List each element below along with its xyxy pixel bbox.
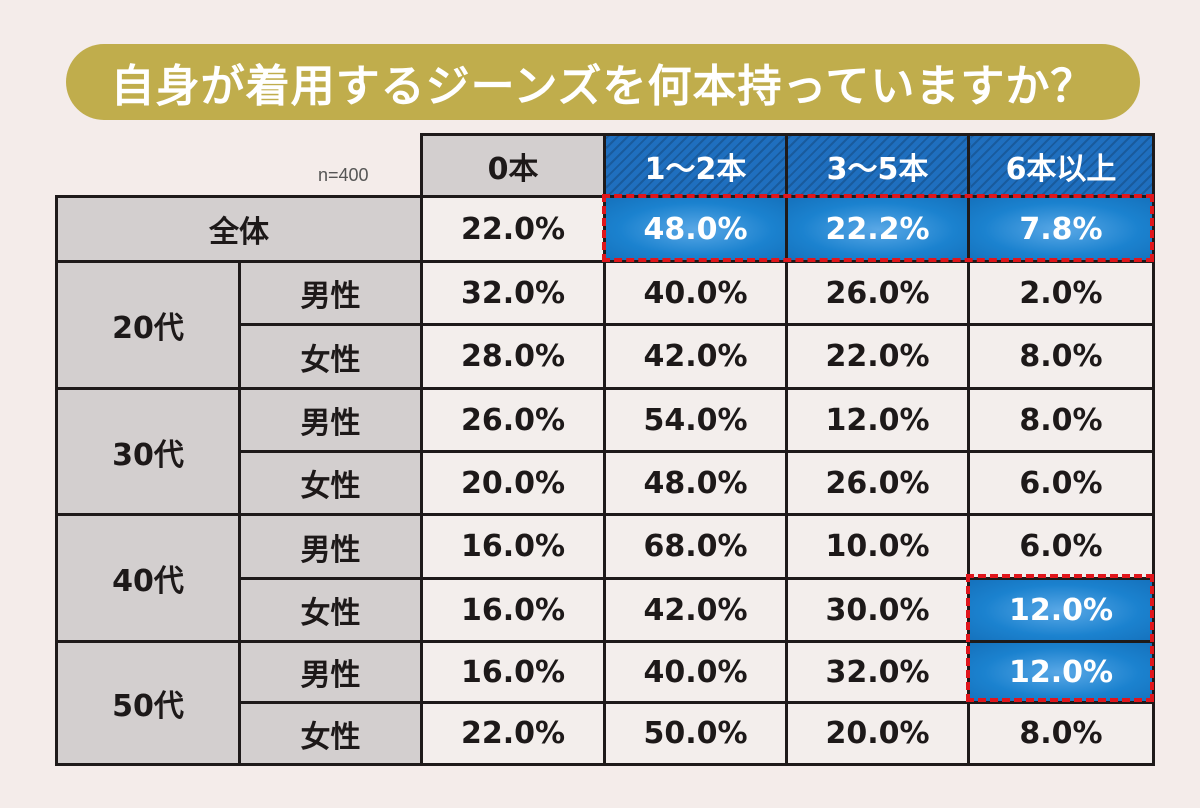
table-cell: 10.0%: [785, 513, 970, 580]
table-cell: 42.0%: [603, 323, 788, 390]
table-cell: 26.0%: [420, 387, 606, 453]
gender-label: 男性: [238, 513, 423, 580]
table-cell: 26.0%: [785, 260, 970, 326]
group-label-20s: 20代: [55, 260, 241, 390]
table-cell: 28.0%: [420, 323, 606, 390]
table-cell-highlight: 7.8%: [967, 195, 1155, 263]
table-cell: 8.0%: [967, 387, 1155, 453]
group-label-40s: 40代: [55, 513, 241, 643]
gender-label: 男性: [238, 640, 423, 704]
table-cell: 16.0%: [420, 577, 606, 643]
table-cell: 48.0%: [603, 450, 788, 516]
column-header-0: 0本: [420, 133, 606, 198]
table-cell: 6.0%: [967, 513, 1155, 580]
table-cell: 32.0%: [420, 260, 606, 326]
column-header-6plus: 6本以上: [967, 133, 1155, 198]
table-cell: 40.0%: [603, 640, 788, 704]
table-cell: 32.0%: [785, 640, 970, 704]
column-header-3-5: 3〜5本: [785, 133, 970, 198]
table-cell: 20.0%: [420, 450, 606, 516]
table-row: 40代 男性 16.0% 68.0% 10.0% 6.0%: [55, 513, 1155, 643]
table-cell: 22.0%: [420, 701, 606, 766]
table-cell: 42.0%: [603, 577, 788, 643]
header-row: 0本 1〜2本 3〜5本 6本以上: [57, 133, 1155, 198]
gender-label: 女性: [238, 323, 423, 390]
table-row: 女性 16.0% 42.0% 30.0% 12.0%: [57, 577, 1155, 643]
group-label-30s: 30代: [55, 387, 241, 516]
row-label-overall: 全体: [55, 195, 423, 263]
survey-table: 0本 1〜2本 3〜5本 6本以上 全体 22.0% 48.0% 22.2% 7…: [55, 133, 1155, 766]
table-row: 女性 28.0% 42.0% 22.0% 8.0%: [57, 323, 1155, 390]
table-row: 50代 男性 16.0% 40.0% 32.0% 12.0%: [55, 640, 1155, 766]
table-cell: 68.0%: [603, 513, 788, 580]
table-cell: 12.0%: [785, 387, 970, 453]
table-cell: 6.0%: [967, 450, 1155, 516]
chart-title: 自身が着用するジーンズを何本持っていますか？: [110, 61, 1096, 112]
table-cell: 16.0%: [420, 513, 606, 580]
table-row: 女性 20.0% 48.0% 26.0% 6.0%: [57, 450, 1155, 516]
column-header-1-2: 1〜2本: [603, 133, 788, 198]
gender-label: 男性: [238, 387, 423, 453]
table-cell-highlight: 22.2%: [785, 195, 970, 263]
title-banner: 自身が着用するジーンズを何本持っていますか？: [66, 44, 1140, 120]
table-cell: 40.0%: [603, 260, 788, 326]
sample-size-label: n=400: [318, 165, 369, 185]
table-cell: 8.0%: [967, 701, 1155, 766]
table-cell-highlight: 48.0%: [603, 195, 788, 263]
table-cell: 22.0%: [785, 323, 970, 390]
table-row: 女性 22.0% 50.0% 20.0% 8.0%: [57, 701, 1155, 766]
gender-label: 女性: [238, 701, 423, 766]
table-cell: 30.0%: [785, 577, 970, 643]
table-row: 30代 男性 26.0% 54.0% 12.0% 8.0%: [55, 387, 1155, 516]
table-cell: 22.0%: [420, 195, 606, 263]
gender-label: 女性: [238, 450, 423, 516]
table-cell: 20.0%: [785, 701, 970, 766]
table-cell-highlight: 12.0%: [967, 640, 1155, 704]
group-label-50s: 50代: [55, 640, 241, 766]
table-cell: 50.0%: [603, 701, 788, 766]
table-row-overall: 全体 22.0% 48.0% 22.2% 7.8%: [55, 195, 1155, 263]
gender-label: 男性: [238, 260, 423, 326]
table-cell: 54.0%: [603, 387, 788, 453]
gender-label: 女性: [238, 577, 423, 643]
table-cell-highlight: 12.0%: [967, 577, 1155, 643]
table-cell: 2.0%: [967, 260, 1155, 326]
table-cell: 26.0%: [785, 450, 970, 516]
table-cell: 8.0%: [967, 323, 1155, 390]
header-blank: [57, 135, 422, 197]
table-row: 20代 男性 32.0% 40.0% 26.0% 2.0%: [55, 260, 1155, 390]
table-cell: 16.0%: [420, 640, 606, 704]
